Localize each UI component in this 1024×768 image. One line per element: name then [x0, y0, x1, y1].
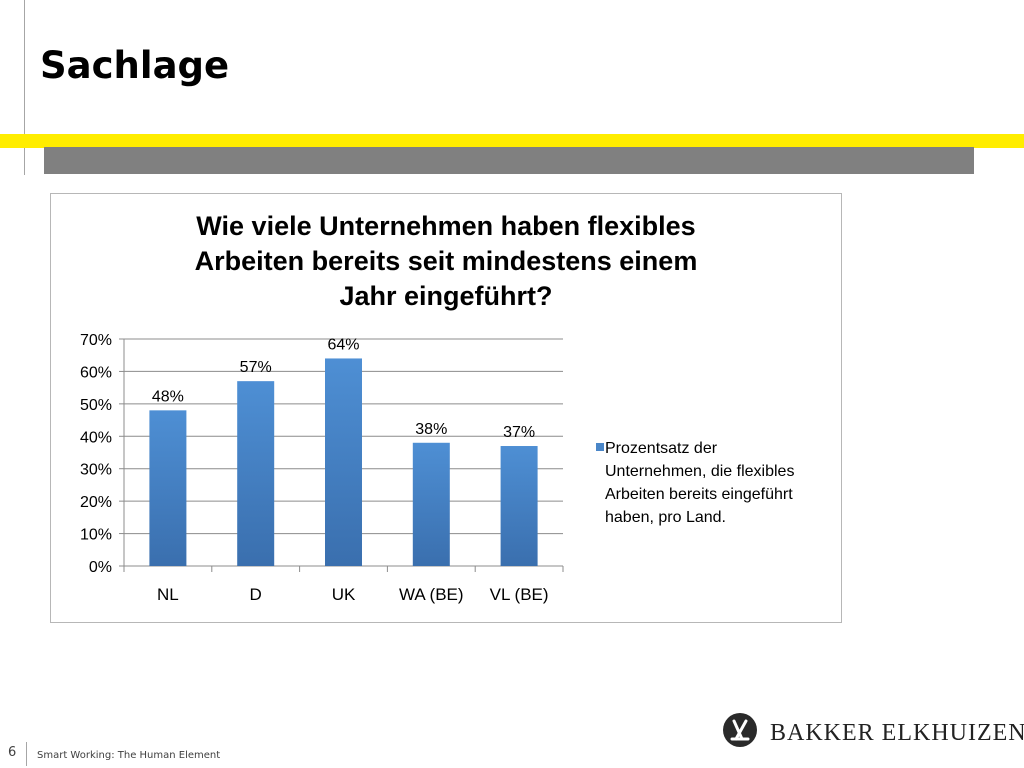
data-label: 38%	[415, 421, 447, 438]
legend-line-4: haben, pro Land.	[605, 509, 726, 526]
bar-chart: Wie viele Unternehmen haben flexibles Arb…	[80, 211, 698, 604]
data-label: 37%	[503, 424, 535, 441]
legend-swatch	[596, 443, 604, 451]
y-tick-label: 20%	[80, 494, 112, 511]
bakker-elkhuizen-logo-icon	[723, 713, 757, 747]
y-tick-label: 60%	[80, 364, 112, 381]
y-tick-label: 50%	[80, 397, 112, 414]
bar-d	[237, 381, 275, 566]
legend-line-3: Arbeiten bereits eingeführt	[605, 486, 793, 503]
chart-frame: Wie viele Unternehmen haben flexibles Arb…	[50, 193, 842, 623]
slide-title: Sachlage	[40, 44, 230, 87]
top-vertical-rule	[24, 0, 25, 175]
footer-vertical-rule	[26, 742, 27, 766]
bar-nl	[149, 410, 187, 566]
chart-title-line-2: Arbeiten bereits seit mindestens einem	[195, 246, 698, 276]
logo-text: BAKKER ELKHUIZEN	[770, 720, 1024, 746]
x-tick-label: D	[250, 585, 262, 604]
y-tick-label: 40%	[80, 429, 112, 446]
y-tick-label: 0%	[89, 559, 112, 576]
data-label: 64%	[327, 336, 359, 353]
bar-wa-be-	[412, 442, 450, 566]
y-tick-label: 70%	[80, 332, 112, 349]
page-number: 6	[8, 745, 17, 760]
y-tick-label: 30%	[80, 462, 112, 479]
data-label: 57%	[240, 359, 272, 376]
x-tick-label: UK	[332, 585, 356, 604]
bar-vl-be-	[500, 446, 538, 566]
x-tick-label: VL (BE)	[490, 585, 549, 604]
chart-title-line-1: Wie viele Unternehmen haben flexibles	[196, 211, 695, 241]
chart-legend: Prozentsatz der Unternehmen, die flexibl…	[596, 437, 836, 529]
legend-line-2: Unternehmen, die flexibles	[605, 463, 795, 480]
chart-title-line-3: Jahr eingeführt?	[339, 281, 552, 311]
footer-text: Smart Working: The Human Element	[37, 750, 221, 761]
y-tick-label: 10%	[80, 527, 112, 544]
yellow-accent-band	[0, 134, 1024, 148]
legend-line-1: Prozentsatz der	[605, 440, 718, 457]
gray-header-band	[44, 147, 974, 174]
data-label: 48%	[152, 388, 184, 405]
x-tick-label: WA (BE)	[399, 585, 464, 604]
bar-uk	[325, 358, 362, 566]
x-tick-label: NL	[157, 585, 179, 604]
